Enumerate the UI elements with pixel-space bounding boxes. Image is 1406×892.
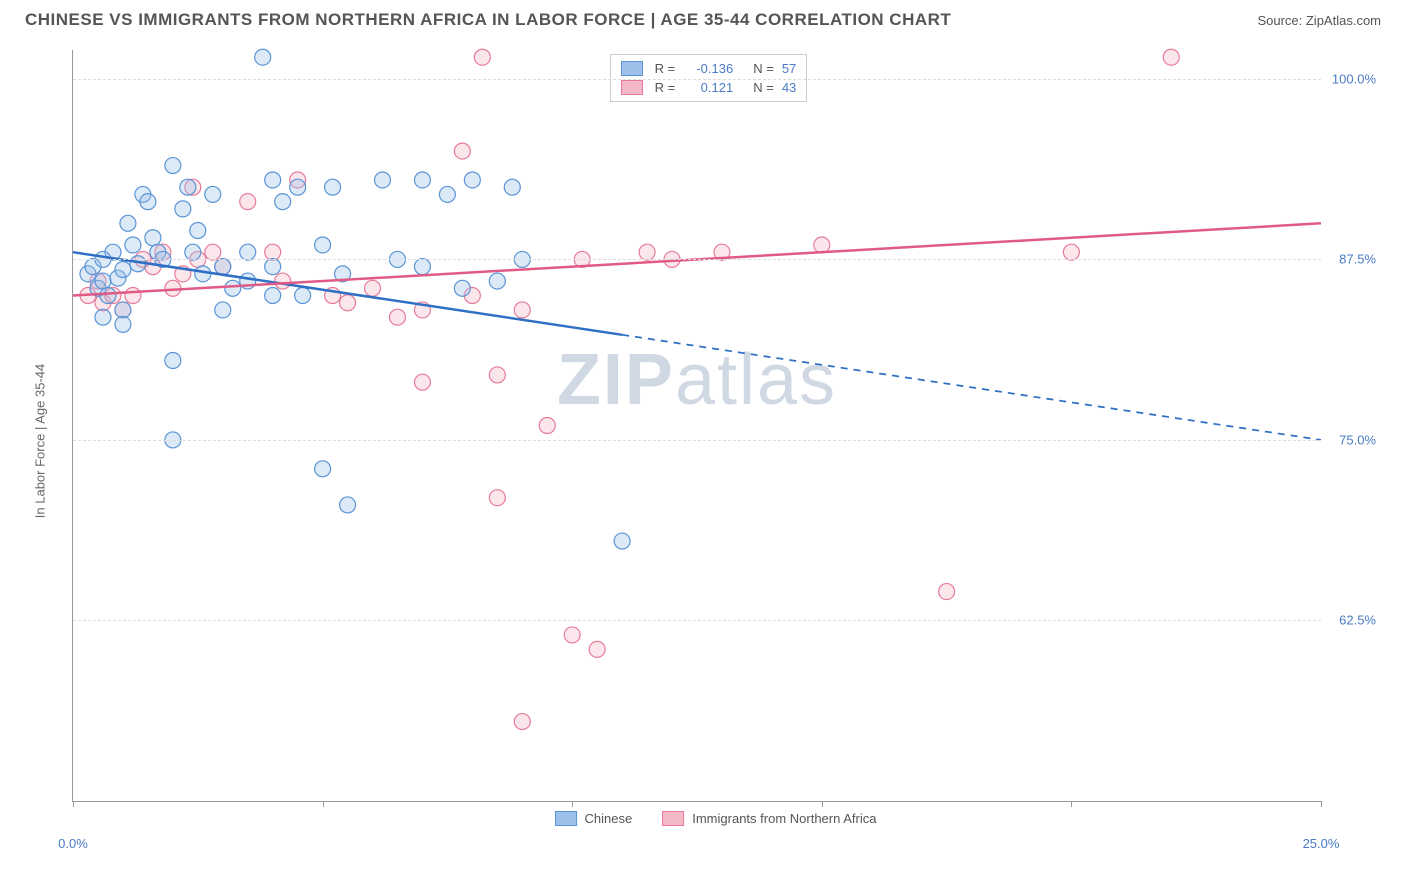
scatter-point: [614, 533, 630, 549]
scatter-point: [474, 49, 490, 65]
scatter-point: [340, 295, 356, 311]
scatter-point: [175, 201, 191, 217]
scatter-point: [365, 280, 381, 296]
scatter-point: [1063, 244, 1079, 260]
scatter-point: [295, 288, 311, 304]
scatter-point: [589, 641, 605, 657]
scatter-point: [564, 627, 580, 643]
scatter-point: [639, 244, 655, 260]
scatter-point: [504, 179, 520, 195]
trend-line-extrapolated: [622, 335, 1321, 440]
scatter-point: [265, 244, 281, 260]
scatter-point: [140, 194, 156, 210]
y-tick-label: 75.0%: [1339, 432, 1376, 447]
scatter-point: [100, 288, 116, 304]
scatter-point: [389, 309, 405, 325]
scatter-point: [814, 237, 830, 253]
scatter-point: [275, 194, 291, 210]
scatter-point: [125, 288, 141, 304]
source-label: Source: ZipAtlas.com: [1257, 13, 1381, 28]
scatter-point: [315, 461, 331, 477]
plot-svg: [73, 50, 1321, 801]
scatter-point: [125, 237, 141, 253]
x-tick-label: 25.0%: [1303, 836, 1340, 851]
scatter-point: [95, 273, 111, 289]
scatter-point: [939, 584, 955, 600]
scatter-point: [195, 266, 211, 282]
scatter-point: [489, 273, 505, 289]
scatter-point: [225, 280, 241, 296]
scatter-point: [265, 259, 281, 275]
scatter-point: [439, 186, 455, 202]
scatter-point: [414, 374, 430, 390]
scatter-point: [255, 49, 271, 65]
scatter-point: [315, 237, 331, 253]
scatter-point: [240, 194, 256, 210]
y-tick-label: 62.5%: [1339, 613, 1376, 628]
scatter-point: [215, 302, 231, 318]
scatter-point: [265, 172, 281, 188]
series-legend: Chinese Immigrants from Northern Africa: [555, 811, 877, 826]
scatter-point: [240, 244, 256, 260]
scatter-point: [165, 158, 181, 174]
legend-label-chinese: Chinese: [585, 811, 633, 826]
scatter-point: [290, 179, 306, 195]
scatter-point: [514, 714, 530, 730]
scatter-point: [454, 280, 470, 296]
scatter-point: [275, 273, 291, 289]
scatter-point: [215, 259, 231, 275]
legend-item-chinese: Chinese: [555, 811, 633, 826]
legend-label-north-africa: Immigrants from Northern Africa: [692, 811, 876, 826]
legend-item-north-africa: Immigrants from Northern Africa: [662, 811, 876, 826]
scatter-point: [1163, 49, 1179, 65]
scatter-point: [340, 497, 356, 513]
scatter-point: [489, 367, 505, 383]
scatter-point: [539, 418, 555, 434]
plot-area: ZIPatlas R = -0.136 N = 57 R = 0.121 N =…: [72, 50, 1321, 802]
scatter-point: [145, 230, 161, 246]
scatter-point: [190, 223, 206, 239]
scatter-point: [205, 244, 221, 260]
scatter-point: [115, 262, 131, 278]
scatter-point: [464, 172, 480, 188]
scatter-point: [325, 179, 341, 195]
y-tick-label: 100.0%: [1332, 71, 1376, 86]
scatter-point: [180, 179, 196, 195]
scatter-point: [265, 288, 281, 304]
scatter-point: [120, 215, 136, 231]
scatter-point: [115, 302, 131, 318]
x-tick-label: 0.0%: [58, 836, 88, 851]
legend-swatch-chinese: [555, 811, 577, 826]
scatter-point: [375, 172, 391, 188]
y-tick-label: 87.5%: [1339, 252, 1376, 267]
scatter-point: [115, 316, 131, 332]
scatter-point: [414, 259, 430, 275]
scatter-point: [414, 172, 430, 188]
scatter-point: [489, 490, 505, 506]
legend-swatch-north-africa: [662, 811, 684, 826]
scatter-point: [165, 353, 181, 369]
scatter-point: [454, 143, 470, 159]
scatter-point: [95, 309, 111, 325]
scatter-point: [185, 244, 201, 260]
trend-line: [73, 252, 622, 335]
scatter-point: [205, 186, 221, 202]
y-axis-label: In Labor Force | Age 35-44: [33, 364, 48, 518]
scatter-point: [514, 302, 530, 318]
chart-container: In Labor Force | Age 35-44 ZIPatlas R = …: [50, 50, 1381, 832]
chart-title: CHINESE VS IMMIGRANTS FROM NORTHERN AFRI…: [25, 10, 951, 30]
